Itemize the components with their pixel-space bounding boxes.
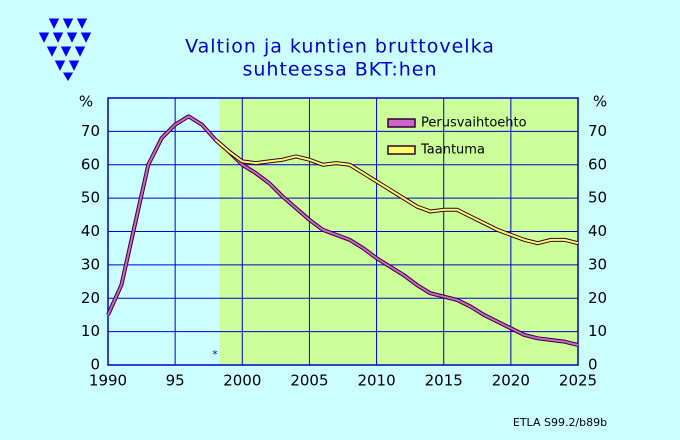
logo [37,17,93,83]
x-tick-label: 95 [166,372,185,390]
x-tick-label: 2020 [492,372,530,390]
x-tick-label: 2005 [290,372,328,390]
chart-subtitle: suhteessa BKT:hen [242,59,437,81]
x-tick-label: 2025 [559,372,597,390]
y-tick-label: 60 [81,155,100,173]
line [107,115,579,346]
y-tick-label: 50 [81,189,100,207]
y2-tick-label: 10 [588,322,607,340]
y2-tick-label: 20 [588,289,607,307]
line [214,138,579,245]
legend-label: Perusvaihtoehto [421,116,527,131]
y-unit-label: % [79,93,93,111]
y2-tick-label: 70 [588,122,607,140]
y2-tick-label: 40 [588,222,607,240]
y2-tick-label: 0 [588,356,598,374]
y-tick-label: 40 [81,222,100,240]
legend-swatch [387,118,416,128]
y2-tick-label: 50 [588,189,607,207]
y2-unit-label: % [593,93,607,111]
y-tick-label: 10 [81,322,100,340]
annotation: * [212,348,218,361]
y-tick-label: 70 [81,122,100,140]
y-tick-label: 0 [90,356,100,374]
chart-title: Valtion ja kuntien bruttovelka [185,36,495,58]
y-tick-label: 30 [81,255,100,273]
y2-tick-label: 60 [588,155,607,173]
plot-frame [107,97,579,366]
x-tick-label: 2010 [357,372,395,390]
x-tick-label: 1990 [89,372,127,390]
y-tick-label: 20 [81,289,100,307]
y2-tick-label: 30 [588,255,607,273]
x-tick-label: 2000 [223,372,261,390]
source: ETLA S99.2/b89b [513,416,607,429]
legend-swatch [387,145,416,155]
x-tick-label: 2015 [425,372,463,390]
legend-label: Taantuma [420,143,485,158]
